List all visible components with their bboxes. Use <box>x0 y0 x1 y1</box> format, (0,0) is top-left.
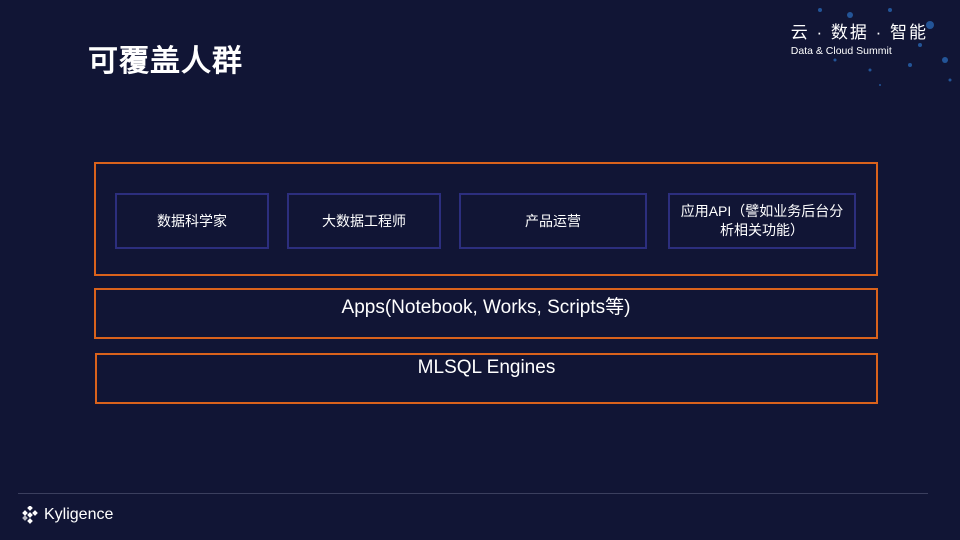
summit-logo: 云 · 数据 · 智能 Data & Cloud Summit <box>791 18 928 57</box>
user-box: 应用API（譬如业务后台分析相关功能） <box>668 193 856 249</box>
user-label: 产品运营 <box>525 212 581 229</box>
apps-layer: Apps(Notebook, Works, Scripts等) <box>94 288 878 339</box>
user-box: 数据科学家 <box>115 193 269 249</box>
engines-layer: MLSQL Engines <box>95 353 878 404</box>
kyligence-mark-icon <box>22 506 38 524</box>
users-layer: 数据科学家 大数据工程师 产品运营 应用API（譬如业务后台分析相关功能） <box>94 162 878 276</box>
user-label: 大数据工程师 <box>322 212 406 229</box>
page-title: 可覆盖人群 <box>88 45 243 78</box>
user-label: 应用API（譬如业务后台分析相关功能） <box>680 203 844 238</box>
decorative-dots <box>818 8 952 86</box>
footer-divider <box>18 493 928 494</box>
user-box: 产品运营 <box>459 193 647 249</box>
brand-en: Data & Cloud Summit <box>790 45 892 57</box>
user-box: 大数据工程师 <box>287 193 441 249</box>
brand-cn: 云 · 数据 · 智能 <box>790 23 928 42</box>
user-label: 数据科学家 <box>157 212 227 229</box>
kyligence-logo: Kyligence <box>20 506 113 524</box>
logo-text: Kyligence <box>44 506 114 523</box>
